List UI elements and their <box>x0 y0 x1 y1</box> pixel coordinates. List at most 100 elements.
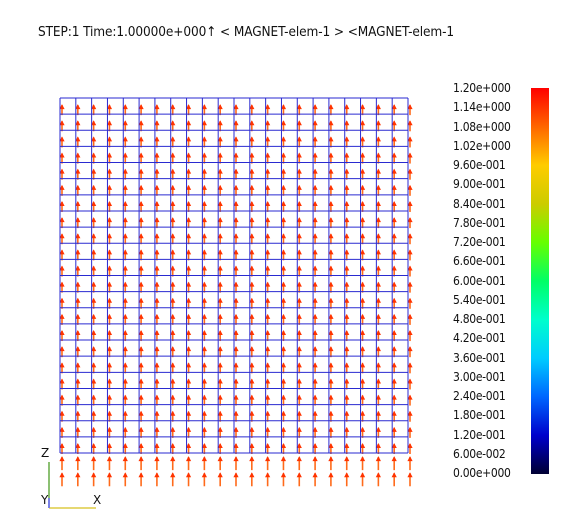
vector-arrow-head <box>91 104 97 110</box>
vector-arrow-head <box>296 200 302 206</box>
vector-arrow-head <box>154 168 160 174</box>
vector-arrow-head <box>59 472 65 478</box>
vector-arrow-head <box>201 265 207 271</box>
vector-arrow-head <box>170 378 176 384</box>
vector-arrow-head <box>59 184 65 190</box>
vector-arrow-head <box>344 313 350 319</box>
vector-arrow-head <box>154 200 160 206</box>
vector-arrow-head <box>185 426 192 432</box>
vector-arrow-head <box>233 168 239 174</box>
vector-arrow-head <box>75 410 81 416</box>
vector-arrow-head <box>185 394 192 400</box>
vector-arrow-head <box>265 233 271 239</box>
vector-arrow-head <box>233 120 239 126</box>
vector-arrow-head <box>59 456 65 462</box>
vector-arrow-head <box>233 330 239 336</box>
vector-arrow-head <box>359 426 366 432</box>
vector-arrow-head <box>296 184 302 190</box>
vector-arrow-head <box>249 168 255 174</box>
vector-arrow-head <box>391 472 397 478</box>
vector-arrow-head <box>185 346 192 352</box>
vector-arrow-head <box>407 281 413 287</box>
vector-arrow-head <box>122 184 128 190</box>
vector-arrow-head <box>280 378 287 384</box>
vector-arrow-head <box>280 217 287 223</box>
vector-arrow-head <box>106 136 113 142</box>
vector-arrow-head <box>328 330 334 336</box>
vector-arrow-head <box>359 472 366 478</box>
vector-arrow-head <box>280 249 287 255</box>
vector-arrow-head <box>217 313 223 319</box>
vector-arrow-head <box>233 152 239 158</box>
vector-arrow-head <box>265 265 271 271</box>
vector-arrow-head <box>201 362 207 368</box>
vector-arrow-head <box>391 346 397 352</box>
vector-arrow-head <box>170 249 176 255</box>
vector-arrow-head <box>280 152 287 158</box>
vector-arrow-head <box>154 362 160 368</box>
vector-arrow-head <box>75 297 81 303</box>
vector-arrow-head <box>91 184 97 190</box>
vector-arrow-head <box>75 346 81 352</box>
vector-arrow-head <box>391 184 397 190</box>
vector-arrow-head <box>201 217 207 223</box>
vector-arrow-head <box>201 394 207 400</box>
vector-arrow-head <box>122 168 128 174</box>
vector-arrow-head <box>75 281 81 287</box>
vector-arrow-head <box>328 346 334 352</box>
vector-arrow-head <box>280 472 287 478</box>
vector-arrow-head <box>375 281 381 287</box>
vector-arrow-head <box>407 394 413 400</box>
vector-arrow-head <box>312 136 318 142</box>
legend-value-label: 3.60e-001 <box>453 350 506 365</box>
vector-arrow-head <box>328 217 334 223</box>
vector-arrow-head <box>265 410 271 416</box>
vector-arrow-head <box>217 120 223 126</box>
vector-arrow-head <box>122 362 128 368</box>
legend-value-label: 1.14e+000 <box>453 100 511 115</box>
color-legend-bar <box>531 88 549 474</box>
vector-arrow-head <box>170 233 176 239</box>
vector-arrow-head <box>201 426 207 432</box>
vector-arrow-head <box>154 330 160 336</box>
vector-arrow-head <box>170 456 176 462</box>
vector-arrow-head <box>201 456 207 462</box>
vector-arrow-head <box>265 426 271 432</box>
vector-arrow-head <box>296 394 302 400</box>
vector-arrow-head <box>233 394 239 400</box>
vector-arrow-head <box>328 472 334 478</box>
vector-arrow-head <box>138 281 144 287</box>
vector-arrow-head <box>249 104 255 110</box>
vector-arrow-head <box>75 136 81 142</box>
vector-arrow-head <box>265 136 271 142</box>
vector-arrow-head <box>170 297 176 303</box>
vector-arrow-head <box>312 281 318 287</box>
vector-arrow-head <box>249 297 255 303</box>
vector-arrow-head <box>249 136 255 142</box>
vector-arrow-head <box>375 184 381 190</box>
vector-arrow-head <box>359 136 366 142</box>
vector-arrow-head <box>201 249 207 255</box>
vector-arrow-head <box>185 136 192 142</box>
vector-arrow-head <box>91 346 97 352</box>
vector-arrow-head <box>233 265 239 271</box>
vector-arrow-head <box>185 313 192 319</box>
vector-arrow-head <box>201 168 207 174</box>
vector-arrow-head <box>217 281 223 287</box>
vector-arrow-head <box>106 346 113 352</box>
vector-arrow-head <box>217 443 223 448</box>
vector-arrow-head <box>344 249 350 255</box>
vector-arrow-head <box>106 456 113 462</box>
vector-arrow-head <box>59 281 65 287</box>
vector-arrow-head <box>407 104 413 110</box>
vector-arrow-head <box>59 297 65 303</box>
vector-arrow-head <box>375 346 381 352</box>
vector-arrow-head <box>138 297 144 303</box>
vector-arrow-head <box>75 426 81 432</box>
vector-arrow-head <box>249 217 255 223</box>
vector-arrow-head <box>359 410 366 416</box>
vector-arrow-head <box>312 472 318 478</box>
vector-arrow-head <box>312 456 318 462</box>
vector-arrow-head <box>265 443 271 448</box>
